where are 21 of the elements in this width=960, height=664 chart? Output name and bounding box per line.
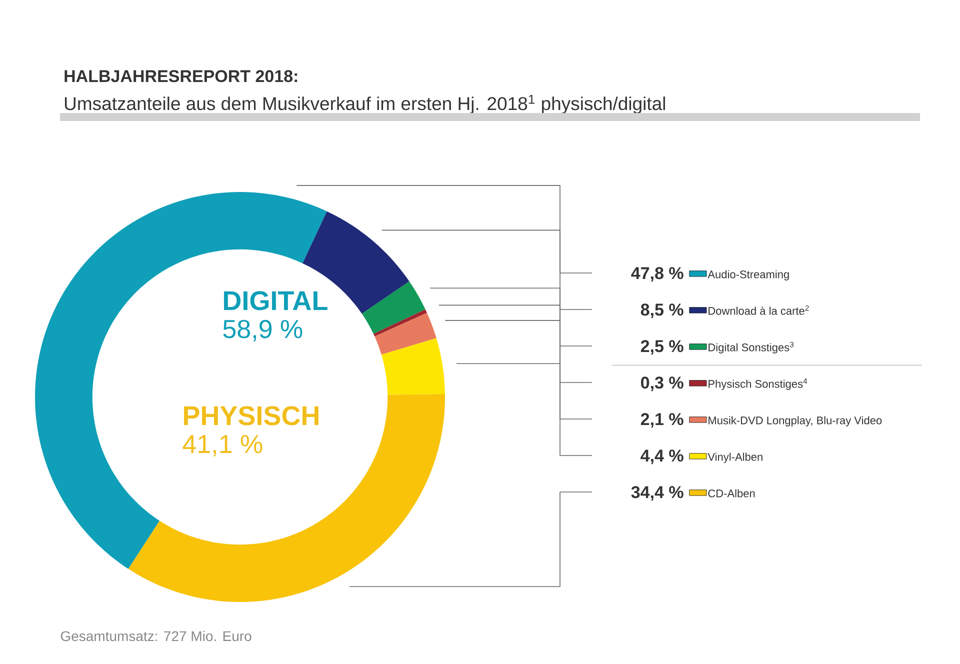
text: 58,9 %	[223, 320, 302, 342]
data-label: 34,4 %	[631, 486, 684, 501]
data-label: 47,8 %	[631, 267, 684, 282]
data-label: 8,5 %	[640, 304, 684, 318]
text: DIGITAL	[224, 291, 328, 310]
data-label: 2,5 %	[640, 340, 684, 355]
legend-label: Download à la carte$^{2}$	[708, 305, 809, 315]
legend-label: Digital Sonstiges$^{3}$	[708, 342, 794, 354]
data-label: 4,4 %	[640, 450, 684, 464]
text: 41,1 %	[182, 434, 262, 456]
data-label: 2,1 %	[640, 413, 684, 428]
legend-label: Musik-DVD Longplay, Blu-ray Video	[708, 416, 882, 426]
text: Gesamtumsatz: 727 Mio. Euro	[60, 630, 252, 642]
legend-label: Audio-Streaming	[708, 270, 789, 280]
chart-title: HALBJAHRESREPORT 2018:	[64, 70, 298, 82]
text: PHYSISCH	[184, 406, 318, 426]
legend-label: Vinyl-Alben	[708, 452, 762, 463]
legend-label: Physisch Sonstiges$^{4}$	[708, 378, 808, 390]
chart-subtitle: Umsatzanteile aus dem Musikverkauf im ersten Hj. 2018$^{1}$ physisch/digital	[64, 94, 665, 114]
data-label: 0,3 %	[641, 376, 684, 392]
legend-label: CD-Alben	[708, 489, 755, 498]
